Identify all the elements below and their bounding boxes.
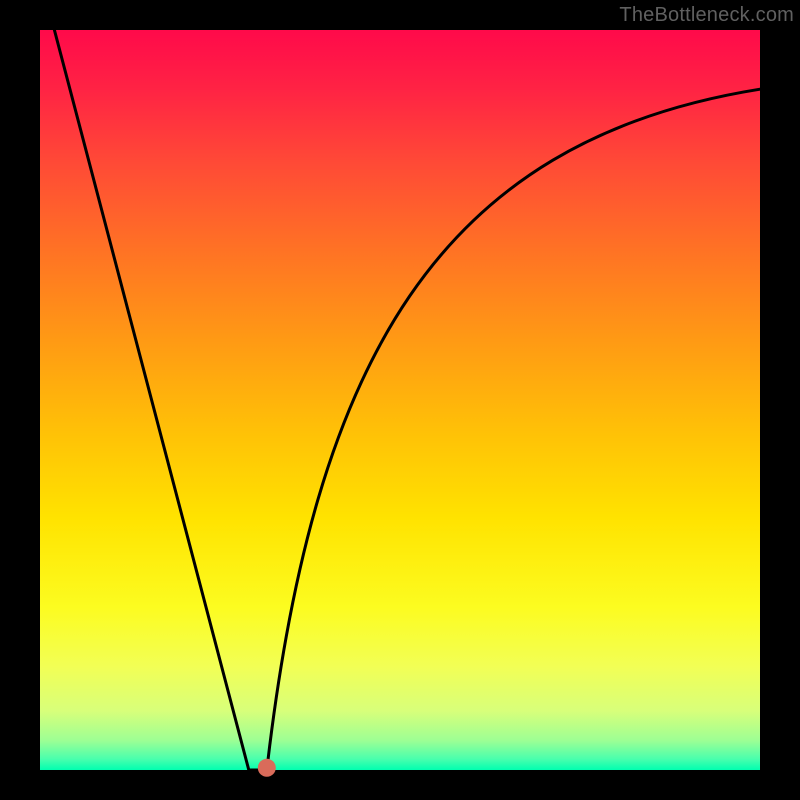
watermark-text: TheBottleneck.com [619,4,794,27]
chart-svg [0,0,800,800]
plot-background [40,30,760,770]
chart-container: TheBottleneck.com [0,0,800,800]
optimal-point-marker [258,759,276,777]
